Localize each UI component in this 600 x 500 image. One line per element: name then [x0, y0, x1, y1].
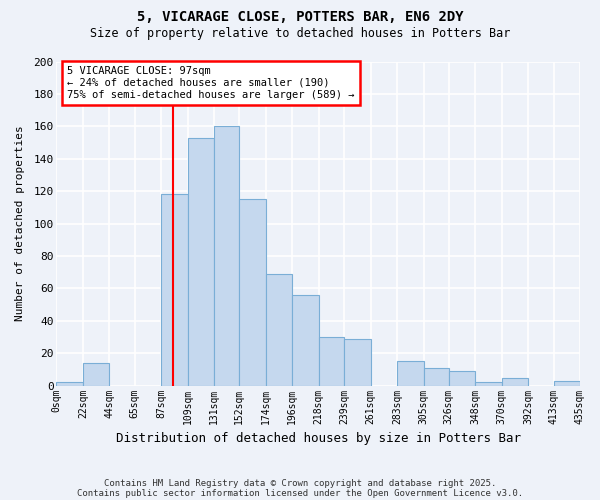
Text: Size of property relative to detached houses in Potters Bar: Size of property relative to detached ho… — [90, 28, 510, 40]
Bar — [214, 126, 239, 386]
Bar — [475, 382, 502, 386]
Bar — [83, 363, 109, 386]
Bar — [344, 338, 371, 386]
Text: Contains HM Land Registry data © Crown copyright and database right 2025.: Contains HM Land Registry data © Crown c… — [104, 478, 496, 488]
Bar — [502, 378, 528, 386]
X-axis label: Distribution of detached houses by size in Potters Bar: Distribution of detached houses by size … — [116, 432, 521, 445]
Text: 5, VICARAGE CLOSE, POTTERS BAR, EN6 2DY: 5, VICARAGE CLOSE, POTTERS BAR, EN6 2DY — [137, 10, 463, 24]
Bar — [56, 382, 83, 386]
Bar — [161, 194, 188, 386]
Bar — [188, 138, 214, 386]
Bar — [397, 362, 424, 386]
Text: 5 VICARAGE CLOSE: 97sqm
← 24% of detached houses are smaller (190)
75% of semi-d: 5 VICARAGE CLOSE: 97sqm ← 24% of detache… — [67, 66, 355, 100]
Bar — [424, 368, 449, 386]
Y-axis label: Number of detached properties: Number of detached properties — [15, 126, 25, 322]
Text: Contains public sector information licensed under the Open Government Licence v3: Contains public sector information licen… — [77, 488, 523, 498]
Bar — [292, 295, 319, 386]
Bar — [319, 337, 344, 386]
Bar — [239, 200, 266, 386]
Bar — [266, 274, 292, 386]
Bar — [449, 371, 475, 386]
Bar — [554, 381, 580, 386]
